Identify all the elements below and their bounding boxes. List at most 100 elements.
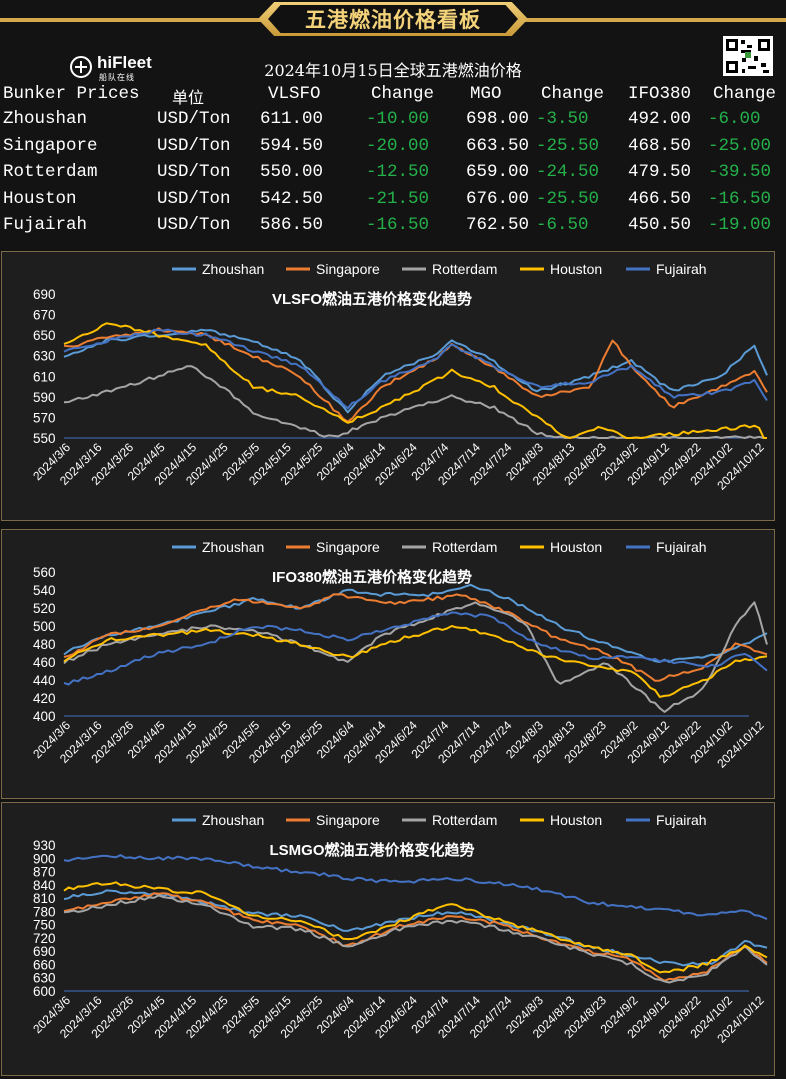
header-vlsfo-change: Change (371, 84, 435, 104)
y-tick-label: 420 (33, 691, 56, 706)
y-tick-label: 560 (33, 565, 56, 580)
table-header-row: Bunker Prices 单位 VLSFO Change MGO Change… (0, 84, 786, 108)
cell-ifo380: 466.50 (628, 188, 692, 209)
y-tick-label: 550 (33, 431, 56, 446)
legend-label: Fujairah (656, 539, 707, 555)
cell-unit: USD/Ton (157, 162, 231, 182)
series-line-houston (63, 322, 767, 439)
header-bunker-prices: Bunker Prices (3, 84, 140, 104)
y-tick-label: 660 (33, 957, 56, 972)
legend-label: Zhoushan (202, 539, 264, 555)
series-line-fujairah (63, 611, 768, 686)
legend-label: Singapore (316, 812, 380, 828)
banner-title: 五港燃油价格看板 (305, 8, 481, 32)
cell-mgo-change: -6.50 (536, 215, 589, 235)
y-tick-label: 780 (33, 904, 56, 919)
legend-label: Houston (550, 261, 602, 277)
series-line-houston (63, 625, 768, 698)
y-tick-label: 520 (33, 601, 56, 616)
table-row: Rotterdam USD/Ton 550.00 -12.50 659.00 -24.50… (0, 162, 786, 186)
cell-mgo: 762.50 (466, 215, 530, 235)
y-tick-label: 840 (33, 878, 56, 893)
y-tick-label: 870 (33, 865, 56, 880)
y-tick-label: 600 (33, 984, 56, 999)
cell-unit: USD/Ton (157, 215, 231, 235)
y-tick-label: 650 (33, 328, 56, 343)
cell-port: Houston (3, 188, 77, 209)
legend-label: Houston (550, 539, 602, 555)
cell-vlsfo-change: -10.00 (366, 109, 430, 129)
cell-unit: USD/Ton (157, 109, 231, 129)
y-tick-label: 750 (33, 918, 56, 933)
lsmgo-chart-panel: Zhoushan Singapore Rotterdam Houston Fujaira… (1, 802, 775, 1076)
cell-ifo-change: -6.00 (708, 109, 761, 129)
cell-mgo-change: -25.50 (536, 188, 600, 209)
legend-label: Zhoushan (202, 812, 264, 828)
banner-tab: 五港燃油价格看板 (258, 2, 528, 36)
y-tick-label: 500 (33, 619, 56, 634)
cell-port: Rotterdam (3, 162, 98, 182)
series-line-rotterdam (63, 894, 768, 984)
header-ifo380: IFO380 (628, 84, 692, 104)
legend-label: Rotterdam (432, 539, 497, 555)
cell-ifo380: 479.50 (628, 162, 692, 182)
lsmgo-chart: Zhoushan Singapore Rotterdam Houston Fujaira… (30, 812, 768, 1046)
cell-port: Singapore (3, 135, 98, 156)
ifo380-chart: Zhoushan Singapore Rotterdam Houston Fujaira… (30, 539, 768, 771)
series-line-fujairah (63, 854, 768, 921)
y-tick-label: 440 (33, 673, 56, 688)
table-row: Singapore USD/Ton 594.50 -20.00 663.50 -25.50… (0, 136, 786, 160)
cell-mgo: 676.00 (466, 188, 530, 209)
series-line-singapore (63, 892, 768, 982)
y-tick-label: 460 (33, 655, 56, 670)
legend-label: Houston (550, 812, 602, 828)
legend-label: Fujairah (656, 261, 707, 277)
cell-unit: USD/Ton (157, 135, 231, 156)
cell-vlsfo: 586.50 (260, 215, 324, 235)
table-row: Houston USD/Ton 542.50 -21.50 676.00 -25.50 46… (0, 189, 786, 213)
series-line-zhoushan (63, 889, 768, 967)
series-line-houston (63, 881, 768, 974)
cell-unit: USD/Ton (157, 188, 231, 209)
y-tick-label: 610 (33, 369, 56, 384)
vlsfo-chart: Zhoushan Singapore Rotterdam Houston Fujaira… (30, 261, 768, 493)
legend-label: Zhoushan (202, 261, 264, 277)
cell-vlsfo: 611.00 (260, 109, 324, 129)
cell-ifo-change: -16.50 (708, 188, 772, 209)
cell-mgo: 698.00 (466, 109, 530, 129)
y-tick-label: 630 (33, 971, 56, 986)
series-line-fujairah (63, 328, 768, 410)
y-tick-label: 540 (33, 583, 56, 598)
cell-ifo380: 468.50 (628, 135, 692, 156)
logo-name: hiFleet (97, 53, 152, 72)
chart-title: IFO380燃油五港价格变化趋势 (272, 568, 472, 586)
header-mgo: MGO (470, 84, 502, 104)
qr-code-icon (723, 36, 773, 76)
cell-ifo380: 450.50 (628, 215, 692, 235)
cell-vlsfo: 542.50 (260, 188, 324, 209)
header-unit: 单位 (172, 88, 205, 107)
header-ifo-change: Change (713, 84, 777, 104)
table-row: Zhoushan USD/Ton 611.00 -10.00 698.00 -3.50 49… (0, 109, 786, 133)
y-tick-label: 590 (33, 390, 56, 405)
cell-mgo: 659.00 (466, 162, 530, 182)
cell-vlsfo-change: -16.50 (366, 215, 430, 235)
legend-label: Fujairah (656, 812, 707, 828)
cell-mgo: 663.50 (466, 135, 530, 156)
series-line-singapore (63, 593, 768, 682)
y-tick-label: 810 (33, 891, 56, 906)
y-tick-label: 670 (33, 308, 56, 323)
cell-vlsfo: 550.00 (260, 162, 324, 182)
logo-subtitle: 船队在线 (99, 73, 135, 82)
cell-mgo-change: -3.50 (536, 109, 589, 129)
cell-mgo-change: -25.50 (536, 135, 600, 156)
cell-ifo380: 492.00 (628, 109, 692, 129)
cell-port: Zhoushan (3, 109, 88, 129)
series-line-rotterdam (63, 601, 768, 713)
banner: 五港燃油价格看板 (0, 0, 786, 40)
cell-ifo-change: -39.50 (708, 162, 772, 182)
y-tick-label: 720 (33, 931, 56, 946)
y-tick-label: 630 (33, 349, 56, 364)
y-tick-label: 930 (33, 838, 56, 853)
legend-label: Rotterdam (432, 261, 497, 277)
